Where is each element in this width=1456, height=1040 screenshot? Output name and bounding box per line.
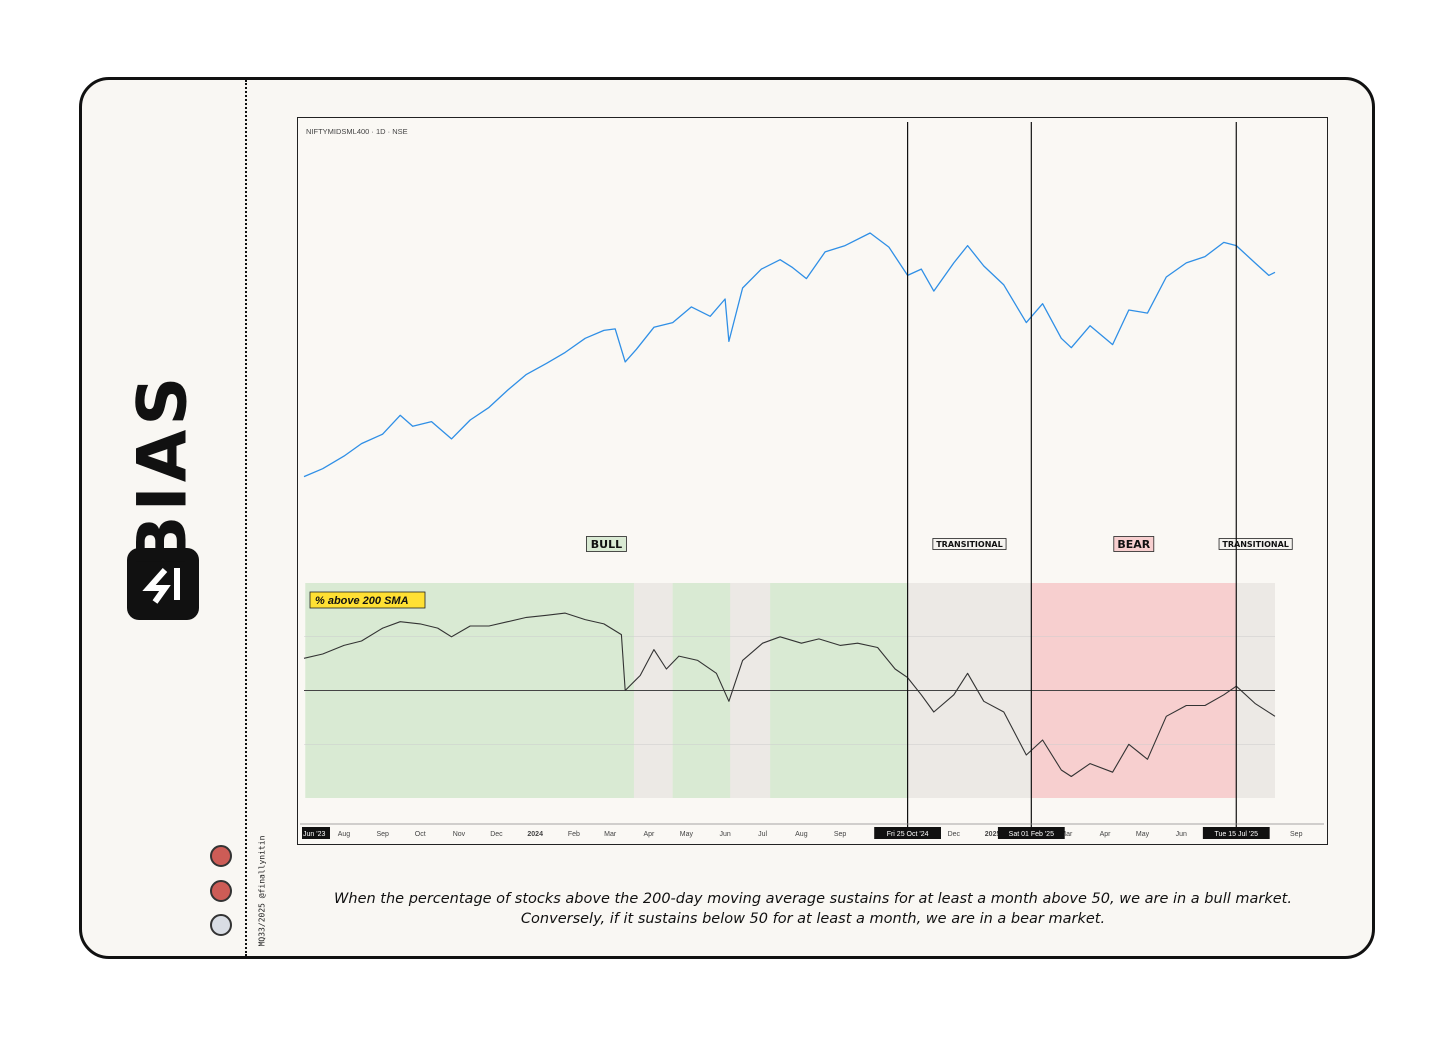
x-tick-label-12: Jul — [758, 831, 767, 838]
indicator-label-box — [309, 591, 426, 609]
caption: When the percentage of stocks above the … — [334, 891, 1292, 927]
marker-date-label-0: Fri 25 Oct '24 — [887, 831, 929, 838]
regime-label-box-1 — [932, 538, 1007, 550]
x-tick-label-11: Jun — [719, 831, 730, 838]
x-tick-label-6: 2024 — [527, 831, 543, 838]
regime-label-2: BEAR — [1117, 538, 1150, 551]
indicator-label: % above 200 SMA — [315, 595, 409, 607]
status-dot-2 — [210, 880, 232, 902]
author-credit: MQ33/2025 @finallynitin — [257, 835, 267, 947]
x-tick-label-1: Aug — [338, 831, 351, 838]
x-tick-label-10: May — [680, 831, 694, 838]
status-dot-1 — [210, 845, 232, 867]
symbol-label: NIFTYMIDSML400 · 1D · NSE — [306, 127, 408, 136]
x-tick-label-3: Oct — [415, 831, 426, 838]
marker-date-box-2 — [1202, 827, 1270, 839]
chart-frame: NIFTYMIDSML400 · 1D · NSE BULL TRANSITIONA… — [297, 117, 1328, 845]
regime-label-1: TRANSITIONAL — [936, 540, 1002, 549]
regime-label-3: TRANSITIONAL — [1222, 540, 1288, 549]
x-tick-label-21: Sep — [1290, 831, 1303, 838]
marker-date-box-0 — [874, 827, 942, 839]
x-tick-label-5: Dec — [490, 831, 503, 838]
x-tick-label-14: Sep — [834, 831, 847, 838]
marker-date-box-1 — [997, 827, 1065, 839]
x-tick-label-16: 2025 — [985, 831, 1001, 838]
price-line — [303, 232, 1276, 478]
dotted-divider — [245, 80, 247, 956]
x-tick-label-9: Apr — [643, 831, 655, 838]
x-tick-label-0: Jun '23 — [303, 831, 325, 838]
regime-label-0: BULL — [591, 538, 622, 551]
breadth-line — [303, 612, 1276, 778]
x-tick-box-0 — [302, 827, 330, 839]
x-tick-label-7: Feb — [568, 831, 580, 838]
x-tick-label-4: Nov — [453, 831, 466, 838]
x-tick-label-20: Jun — [1176, 831, 1187, 838]
chart-svg: NIFTYMIDSML400 · 1D · NSE BULL TRANSITIONA… — [300, 122, 1324, 839]
x-tick-label-2: Sep — [376, 831, 389, 838]
brand-name: BIAS — [123, 372, 203, 568]
x-tick-label-13: Aug — [795, 831, 808, 838]
regime-label-box-2 — [1113, 536, 1155, 552]
x-tick-label-15: Dec — [948, 831, 961, 838]
x-tick-label-18: Apr — [1100, 831, 1112, 838]
regime-label-box-0 — [586, 536, 627, 552]
regime-label-box-3 — [1218, 538, 1293, 550]
brand-logo-icon — [127, 548, 199, 620]
marker-date-label-2: Tue 15 Jul '25 — [1215, 831, 1259, 838]
x-tick-label-19: May — [1136, 831, 1150, 838]
x-tick-label-8: Mar — [604, 831, 617, 838]
x-tick-label-17: Mar — [1060, 831, 1073, 838]
marker-date-label-1: Sat 01 Feb '25 — [1009, 831, 1054, 838]
status-dot-3 — [210, 914, 232, 936]
